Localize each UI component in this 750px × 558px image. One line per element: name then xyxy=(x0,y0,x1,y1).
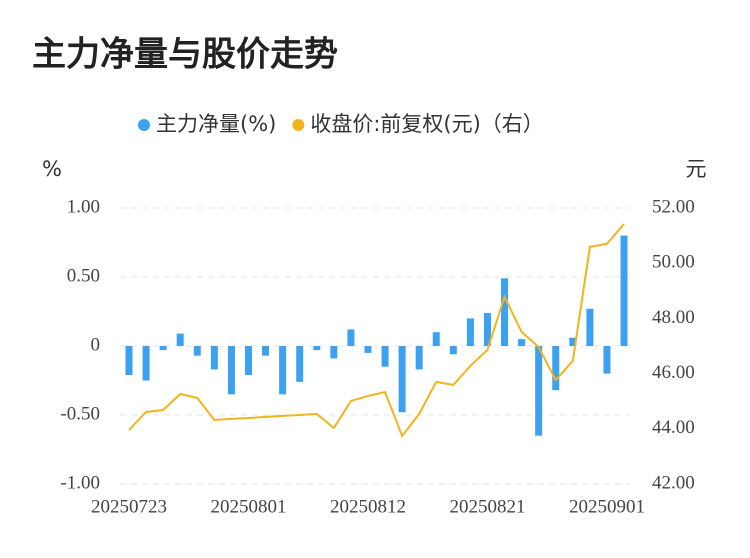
y2-tick-label: 44.00 xyxy=(652,417,695,438)
x-tick-label: 20250723 xyxy=(91,496,167,517)
bar xyxy=(176,333,184,346)
bar xyxy=(330,346,338,359)
bar xyxy=(552,346,560,391)
y2-tick-label: 42.00 xyxy=(652,472,695,493)
y2-tick-label: 46.00 xyxy=(652,362,695,383)
bar xyxy=(483,312,491,346)
bar xyxy=(210,346,218,370)
y-tick-label: 0 xyxy=(91,334,101,355)
bar xyxy=(586,308,594,346)
bar xyxy=(501,278,509,346)
bar xyxy=(535,346,543,436)
x-tick-label: 20250821 xyxy=(449,496,525,517)
bar xyxy=(262,346,270,356)
x-tick-label: 20250812 xyxy=(330,496,406,517)
bar xyxy=(518,339,526,346)
bar xyxy=(125,346,133,375)
bar xyxy=(449,346,457,355)
bar xyxy=(466,318,474,346)
bar xyxy=(398,346,406,413)
bar xyxy=(227,346,235,395)
chart-title: 主力净量与股价走势 xyxy=(32,35,338,75)
y2-tick-label: 52.00 xyxy=(652,196,695,217)
price-line xyxy=(128,223,625,438)
bar xyxy=(296,346,304,382)
bar xyxy=(569,337,577,346)
bar xyxy=(313,346,321,351)
y2-tick-label: 48.00 xyxy=(652,307,695,328)
bar xyxy=(415,346,423,370)
y-tick-label: -1.00 xyxy=(60,472,100,493)
y-tick-label: 1.00 xyxy=(67,196,100,217)
y-axis-label: % xyxy=(42,157,62,181)
y-tick-label: 0.50 xyxy=(67,265,100,286)
bar xyxy=(381,346,389,367)
bar xyxy=(159,346,167,351)
legend-label: 主力净量(%) xyxy=(156,112,276,136)
bar xyxy=(432,332,440,346)
y2-axis-label: 元 xyxy=(686,157,707,181)
bar xyxy=(142,346,150,381)
bar xyxy=(193,346,201,356)
y2-tick-label: 50.00 xyxy=(652,252,695,273)
legend-label: 收盘价:前复权(元)（右） xyxy=(310,112,543,136)
bar xyxy=(603,346,611,374)
bar xyxy=(347,329,355,346)
y-tick-label: -0.50 xyxy=(60,403,100,424)
bar xyxy=(364,346,372,353)
bar xyxy=(279,346,287,395)
x-tick-label: 20250801 xyxy=(210,496,286,517)
legend-swatch xyxy=(138,119,150,131)
bar xyxy=(244,346,252,375)
x-tick-label: 20250901 xyxy=(569,496,645,517)
legend-swatch xyxy=(292,119,305,131)
bar xyxy=(620,235,628,346)
